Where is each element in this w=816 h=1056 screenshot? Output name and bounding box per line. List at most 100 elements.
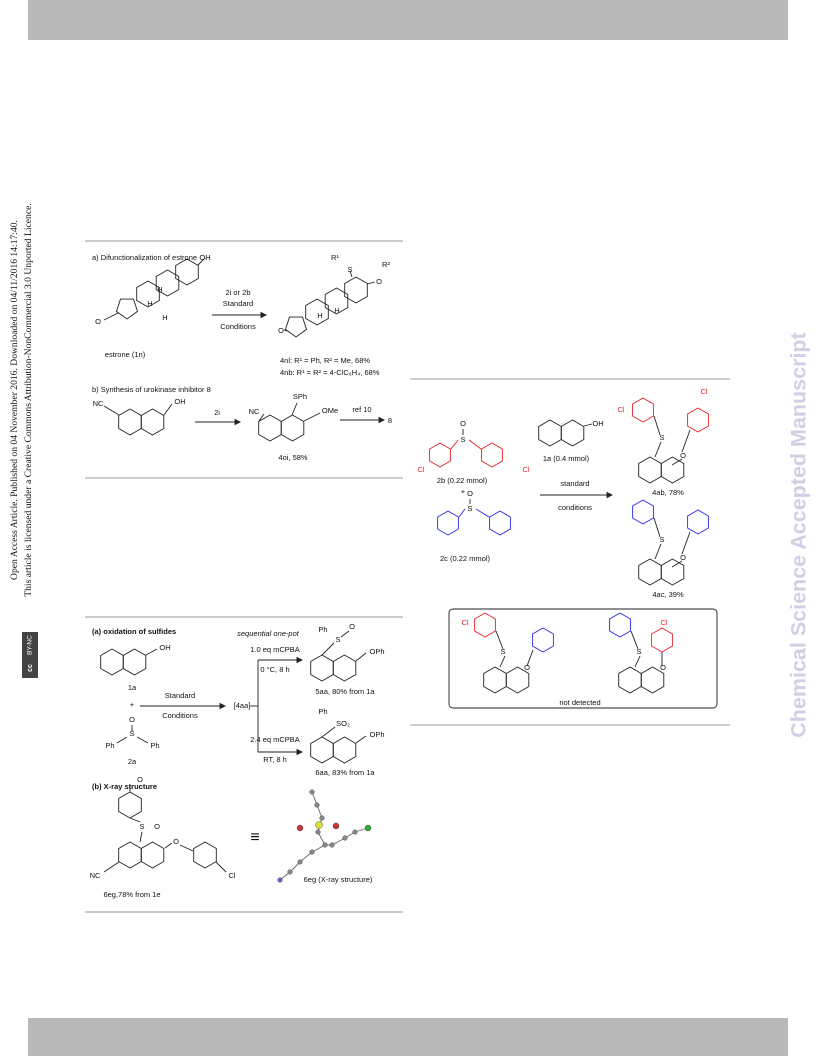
ring — [118, 791, 142, 819]
bond — [136, 736, 149, 744]
scheme-label: conditions — [558, 503, 592, 512]
scheme-label: O — [137, 775, 143, 784]
ring — [437, 510, 459, 536]
scheme-label: O — [376, 277, 382, 286]
bond — [654, 441, 662, 458]
scheme-label: Standard — [165, 691, 195, 700]
atom — [322, 842, 328, 848]
ring — [324, 287, 349, 315]
bond — [630, 630, 639, 650]
scheme-label: S — [500, 647, 505, 656]
scheme-label: 0 °C, 8 h — [260, 665, 289, 674]
bond — [458, 508, 466, 518]
atom — [342, 835, 348, 841]
scheme-label: S — [129, 729, 134, 738]
scheme-label: Conditions — [162, 711, 198, 720]
bond — [366, 281, 376, 285]
badge-cc: cc — [27, 664, 34, 672]
ring — [638, 456, 662, 484]
scheme-label: 4nl: R¹ = Ph, R² = Me, 68% — [280, 356, 370, 365]
ring — [175, 258, 199, 286]
ring — [483, 666, 507, 694]
bond — [583, 423, 593, 427]
scheme-label: 6eg (X-ray structure) — [304, 875, 373, 884]
scheme-label: Ph — [105, 741, 114, 750]
scheme-label: R² — [382, 260, 390, 269]
ring — [310, 736, 334, 764]
scheme-label: (a) oxidation of sulfides — [92, 627, 176, 636]
scheme-label: Cl — [417, 465, 424, 474]
ring — [687, 407, 709, 433]
scheme-label: not detected — [559, 698, 600, 707]
scheme-label: 2.4 eq mCPBA — [250, 735, 300, 744]
bond — [355, 652, 367, 662]
atom — [319, 815, 325, 821]
arrow-head — [296, 656, 304, 664]
ring — [687, 509, 709, 535]
atom — [314, 802, 320, 808]
scheme-label: 4nb: R¹ = R² = 4-ClC₆H₄, 68% — [280, 368, 380, 377]
scheme-label: H — [162, 313, 167, 322]
arrow-head — [296, 748, 304, 756]
bond — [103, 312, 119, 321]
notice-line: Open Access Article. Published on 04 Nov… — [9, 220, 20, 580]
bond — [139, 831, 143, 843]
atom — [309, 849, 315, 855]
bond — [468, 439, 482, 450]
atom — [297, 859, 303, 865]
bond — [671, 560, 683, 568]
scheme-label: NC — [90, 871, 101, 880]
bond — [355, 735, 367, 744]
badge-text: BY-NC — [27, 635, 34, 655]
scheme-label: H — [317, 311, 322, 320]
scheme-label: Standard — [223, 299, 253, 308]
bond — [526, 649, 534, 667]
bond — [103, 861, 120, 873]
atom — [287, 869, 293, 875]
atom — [329, 842, 335, 848]
bond — [258, 413, 265, 422]
ring — [284, 316, 308, 338]
scheme-label: O — [660, 663, 666, 672]
scheme-label: 4oi, 58% — [278, 453, 308, 462]
scheme-label: OH — [174, 397, 185, 406]
bond — [681, 429, 691, 453]
ring — [155, 269, 180, 297]
ring — [140, 841, 165, 869]
scheme-label: OPh — [369, 730, 384, 739]
scheme-label: 4ac, 39% — [652, 590, 684, 599]
bond — [179, 844, 194, 852]
scheme-label: 2i or 2b — [225, 288, 250, 297]
arrow-head — [606, 491, 614, 499]
scheme-label: 2c (0.22 mmol) — [440, 554, 491, 563]
scheme-label: Cl — [522, 465, 529, 474]
arrow-head — [219, 702, 227, 710]
scheme-label: OH — [592, 419, 603, 428]
scheme-label: NC — [93, 399, 104, 408]
scheme-label: O — [173, 837, 179, 846]
scheme-label: S — [139, 822, 144, 831]
scheme-label: S — [335, 635, 340, 644]
atom — [352, 829, 358, 835]
ring — [118, 841, 142, 869]
ring — [100, 648, 124, 676]
scheme-label: OH — [199, 253, 210, 262]
bond — [145, 648, 158, 656]
scheme-label: + — [461, 487, 466, 496]
scheme-label: 2a — [128, 757, 137, 766]
bond — [653, 415, 661, 436]
scheme-label: O — [129, 715, 135, 724]
scheme-label: (b) X-ray structure — [92, 782, 157, 791]
scheme-label: SO₂ — [336, 719, 350, 728]
structures — [100, 257, 718, 883]
notice-line: This article is licensed under a Creativ… — [23, 203, 34, 597]
ring — [660, 456, 685, 484]
bond — [163, 403, 173, 416]
arrow-head — [378, 416, 386, 424]
ring — [638, 558, 662, 586]
scheme-label: OMe — [322, 406, 338, 415]
scheme-label: S — [636, 647, 641, 656]
atom — [364, 824, 372, 832]
